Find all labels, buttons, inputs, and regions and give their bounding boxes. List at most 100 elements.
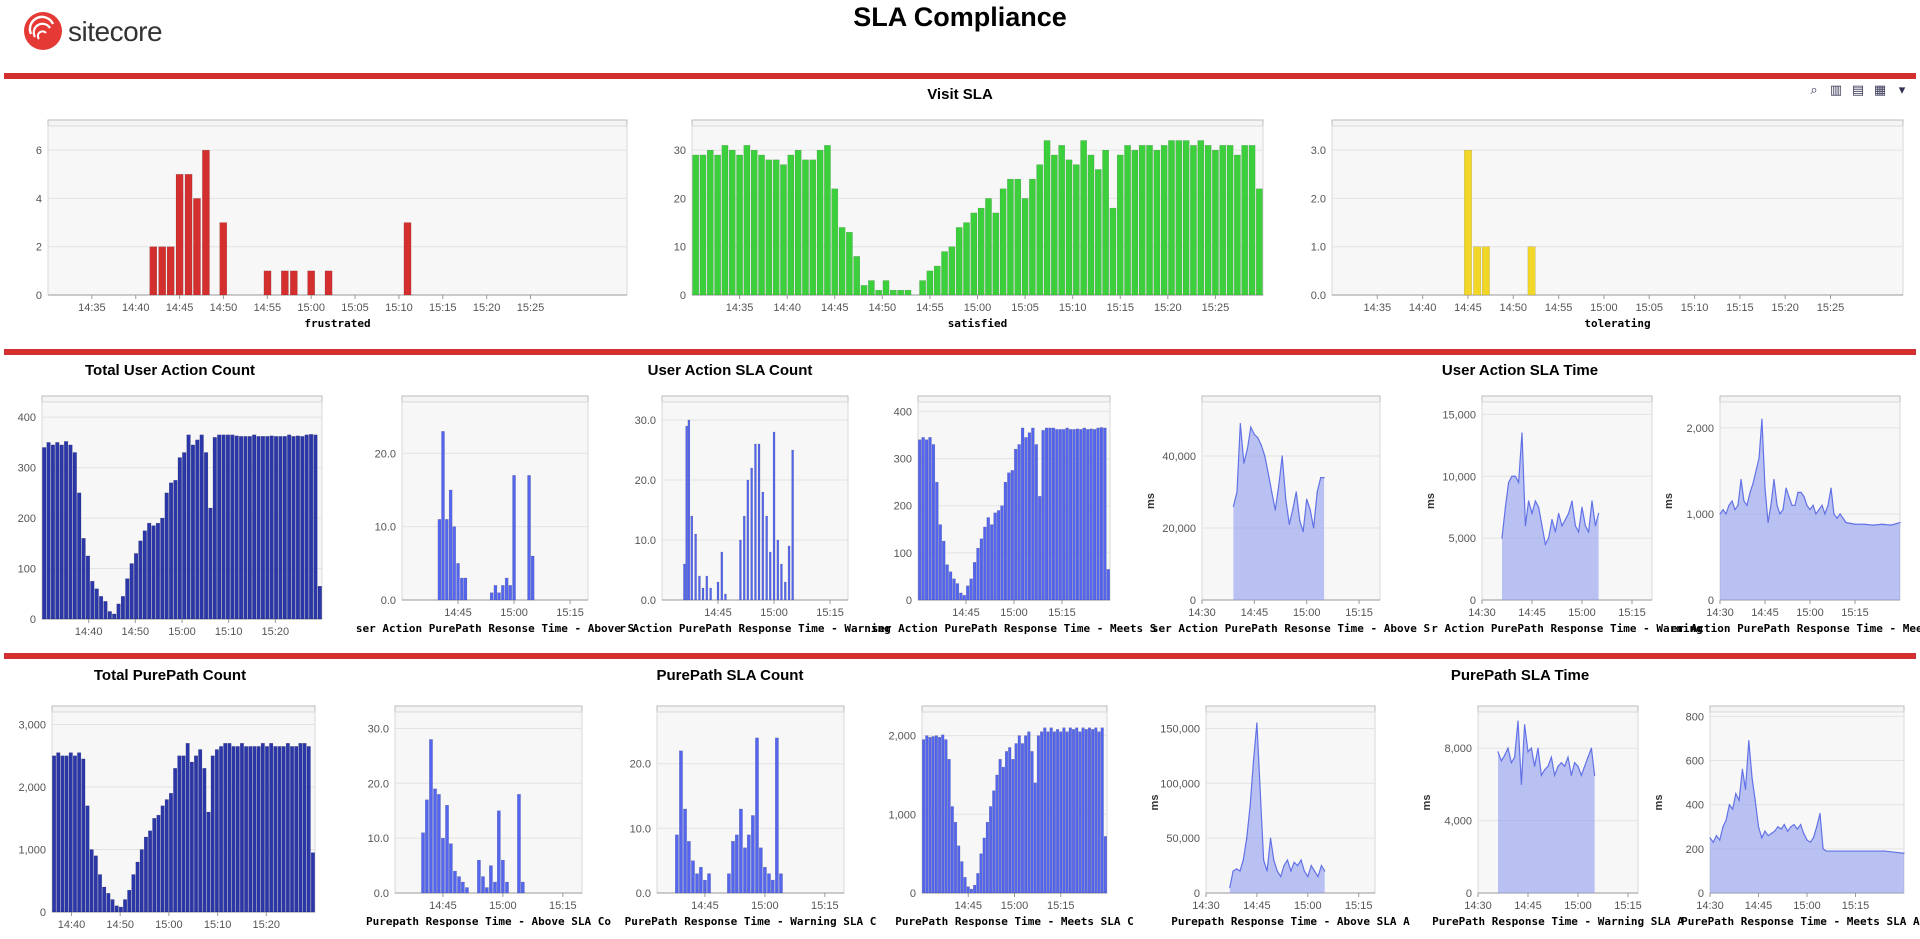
- bar: [918, 439, 922, 601]
- bar: [853, 256, 861, 296]
- chart-ua-above[interactable]: 0.0 10.0 20.0 14:45 15:00 15:15 ser Action Pur…: [340, 394, 634, 639]
- bar: [465, 887, 469, 894]
- chart-ua-time-above[interactable]: 0 20,000 40,000 14:30 14:45 15:00 15:15 ms ser A…: [1120, 394, 1430, 639]
- bar: [496, 810, 501, 894]
- data-point: [1581, 506, 1583, 508]
- bar: [1097, 731, 1101, 894]
- bar: [504, 577, 509, 601]
- chart-frustrated[interactable]: 0 2 4 6 14:35 14:40 14:45 14:50 14:55 15:00 15:05 1…: [0, 118, 640, 333]
- bar: [727, 873, 731, 894]
- chart-pp-time-warning[interactable]: 0 4,000 8,000 14:30 14:45 15:00 15:15 ms PurePat…: [1390, 700, 1684, 935]
- bar: [217, 434, 222, 620]
- bar: [160, 517, 165, 620]
- chart-ua-time-meets[interactable]: 0 1,000 2,000 14:30 14:45 15:00 15:15 ms er Acti…: [1660, 394, 1920, 639]
- bar: [134, 553, 139, 620]
- bar: [1007, 178, 1014, 296]
- chart-pp-warning[interactable]: 0.0 10.0 20.0 14:45 15:00 15:15 PurePath Respo…: [600, 700, 876, 935]
- bar: [106, 893, 111, 913]
- bar: [189, 761, 194, 913]
- bar: [931, 736, 935, 894]
- chart-ua-meets[interactable]: 0 100 200 300 400 14:45 15:00 15:15 ser Action P…: [860, 394, 1156, 639]
- bar: [164, 492, 169, 620]
- section-title-user-action-sla-count: User Action SLA Count: [647, 362, 813, 379]
- y-tick-label: 10.0: [375, 522, 396, 534]
- bar: [1256, 188, 1263, 296]
- chart-pp-time-above[interactable]: 0 50,000 100,000 150,000 14:30 14:45 15:00 15:1…: [1120, 700, 1410, 935]
- data-point: [1528, 500, 1530, 502]
- chart-scrollbar: [47, 119, 628, 127]
- chart-satisfied[interactable]: 0 10 20 30 14:35 14:40 14:45 14:50 14:55 15:00 15:…: [640, 118, 1280, 333]
- x-tick-label: 15:10: [204, 919, 232, 931]
- data-point: [1758, 457, 1760, 459]
- chart-pp-meets[interactable]: 0 1,000 2,000 14:45 15:00 15:15 PurePath Respo…: [860, 700, 1134, 935]
- x-tick-label: 15:00: [1568, 607, 1596, 619]
- data-point: [1580, 774, 1582, 776]
- data-point: [1570, 774, 1572, 776]
- bar: [695, 873, 699, 894]
- chart-total-purepath-count[interactable]: 0 1,000 2,000 3,000 14:40 14:50 15:00 15:10 15:2…: [0, 700, 330, 935]
- bar: [164, 799, 169, 913]
- plot-area: [47, 125, 628, 296]
- bar: [1160, 145, 1168, 296]
- bar: [945, 564, 949, 601]
- bar: [298, 743, 303, 913]
- bar-chart-icon[interactable]: ▥: [1829, 82, 1843, 97]
- bar: [1001, 766, 1005, 894]
- chart-total-user-action-count[interactable]: 0 100 200 300 400 14:40 14:50 15:00 15:10 15:20: [0, 394, 330, 639]
- bar: [221, 434, 226, 620]
- bar: [743, 145, 751, 296]
- y-tick-label: 3.0: [1311, 145, 1326, 157]
- x-tick-label: 15:20: [1154, 302, 1182, 314]
- bar: [882, 280, 890, 296]
- chart-scrollbar: [1481, 395, 1653, 403]
- chart-toolbar: ⌕ ▥ ▤ ▦ ▾: [1806, 82, 1910, 98]
- data-point: [1320, 477, 1322, 479]
- bar: [998, 759, 1002, 894]
- x-tick-label: 14:50: [869, 302, 897, 314]
- bar: [765, 515, 768, 601]
- data-point: [1899, 521, 1901, 524]
- data-point: [1754, 799, 1756, 801]
- chart-pp-above[interactable]: 0.0 10.0 20.0 30.0 14:45 15:00 15:15 Purepath R…: [340, 700, 611, 935]
- x-tick-label: 15:25: [1817, 302, 1845, 314]
- chart-scrollbar: [656, 705, 845, 713]
- stacked-chart-icon[interactable]: ▤: [1851, 82, 1865, 97]
- grid-chart-icon[interactable]: ▦: [1873, 82, 1887, 97]
- data-point: [1520, 783, 1522, 785]
- data-point: [1511, 475, 1513, 477]
- bar: [90, 580, 95, 620]
- data-point: [1249, 804, 1251, 806]
- bar: [460, 577, 464, 601]
- bar: [127, 889, 132, 913]
- bar: [1020, 743, 1025, 894]
- bar: [184, 174, 193, 296]
- chart-pp-time-meets[interactable]: 0 200 400 600 800 14:30 14:45 15:00 15:15 ms PureP…: [1653, 700, 1920, 935]
- data-point: [1530, 747, 1532, 749]
- bar: [152, 818, 157, 913]
- x-tick-label: 14:55: [1545, 302, 1573, 314]
- chart-ua-time-warning[interactable]: 0 5,000 10,000 15,000 14:30 14:45 15:00 15:15 ms…: [1390, 394, 1703, 639]
- bar: [1043, 727, 1047, 894]
- bar: [935, 481, 939, 601]
- y-tick-label: 0: [680, 290, 686, 302]
- bar: [290, 270, 298, 296]
- data-point: [1764, 830, 1766, 832]
- zoom-icon[interactable]: ⌕: [1810, 82, 1818, 97]
- chart-ua-warning[interactable]: 0.0 10.0 20.0 30.0 14:45 15:00 15:15 r Action P…: [600, 394, 891, 639]
- bar: [287, 434, 292, 620]
- chart-tolerating[interactable]: 0.0 1.0 2.0 3.0 14:35 14:40 14:45 14:50 14:55 15:…: [1280, 118, 1920, 333]
- data-point: [1732, 808, 1734, 810]
- data-point: [1854, 523, 1856, 525]
- bar: [177, 755, 182, 913]
- data-point: [1790, 826, 1792, 828]
- x-tick-label: 15:25: [517, 302, 545, 314]
- export-menu-icon[interactable]: ▾: [1898, 82, 1906, 97]
- bar: [1116, 154, 1124, 296]
- x-axis-label: frustrated: [304, 317, 370, 330]
- bar: [1087, 727, 1092, 894]
- data-point: [1809, 841, 1811, 843]
- bar: [449, 843, 453, 894]
- data-point: [1299, 520, 1301, 522]
- y-tick-label: 0: [1708, 595, 1714, 607]
- bar: [728, 149, 736, 296]
